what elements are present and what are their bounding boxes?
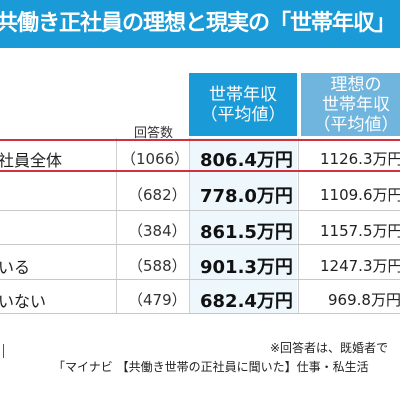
header-ideal-line1: 理想の	[330, 74, 382, 95]
row-label: いない	[0, 292, 47, 311]
row-avg-income: 778.0万円	[200, 186, 293, 207]
row-divider	[0, 210, 400, 211]
row-divider	[0, 279, 400, 280]
highlight-frame	[0, 139, 400, 172]
row-label: いる	[0, 258, 31, 277]
source-citation: 「マイナビ 【共働き世帯の正社員に聞いた】仕事・私生活	[53, 360, 369, 374]
table-row: いない （479） 682.4万円 969.8万円	[0, 280, 400, 316]
row-divider	[0, 313, 400, 314]
header-ideal-line3: （平均値）	[313, 114, 399, 135]
row-ideal-income: 969.8万円	[328, 291, 400, 309]
column-divider	[298, 138, 299, 313]
table-row: 社員全体 （1066） 806.4万円 1126.3万円	[0, 139, 400, 175]
respondent-note: ※回答者は、既婚者で	[270, 341, 389, 355]
header-ideal-line2: 世帯年収	[322, 94, 390, 115]
row-ideal-income: 1247.3万円	[320, 257, 400, 275]
table-row: （682） 778.0万円 1109.6万円	[0, 175, 400, 211]
avg-column-background	[189, 138, 297, 313]
row-divider	[0, 244, 400, 245]
header-avg-line1: 世帯年収	[209, 84, 277, 105]
row-count: （384）	[128, 222, 187, 240]
row-avg-income: 861.5万円	[200, 222, 293, 243]
row-ideal-income: 1126.3万円	[320, 150, 400, 168]
table-row: いる （588） 901.3万円 1247.3万円	[0, 245, 400, 281]
row-avg-income: 806.4万円	[200, 150, 293, 171]
column-divider	[116, 138, 117, 313]
row-count: （1066）	[121, 150, 190, 168]
row-count: （479）	[128, 291, 187, 309]
header-ideal-income: 理想の 世帯年収 （平均値）	[301, 73, 400, 136]
row-avg-income: 901.3万円	[200, 257, 293, 278]
row-ideal-income: 1157.5万円	[320, 222, 400, 240]
title-banner: 共働き正社員の理想と現実の「世帯年収」	[0, 0, 400, 48]
row-count: （682）	[128, 186, 187, 204]
bracket-mark	[0, 344, 4, 358]
row-label: 社員全体	[0, 151, 63, 170]
row-count: （588）	[128, 257, 187, 275]
row-avg-income: 682.4万円	[200, 291, 293, 312]
header-avg-line2: （平均値）	[200, 104, 286, 125]
header-count: 回答数	[134, 126, 174, 141]
page-title: 共働き正社員の理想と現実の「世帯年収」	[0, 11, 396, 36]
column-divider	[189, 138, 190, 313]
row-ideal-income: 1109.6万円	[320, 186, 400, 204]
header-avg-income: 世帯年収 （平均値）	[189, 73, 297, 136]
table-row: （384） 861.5万円 1157.5万円	[0, 211, 400, 247]
